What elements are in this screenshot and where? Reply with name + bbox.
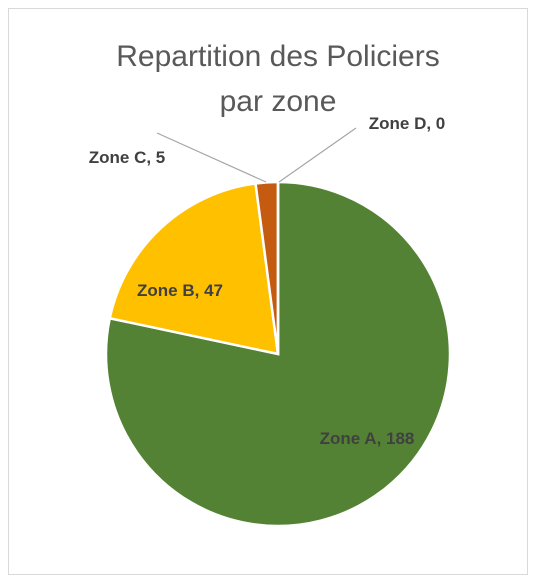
data-label: Zone C, 5 [88,148,166,167]
data-label: Zone B, 47 [137,281,223,300]
data-label: Zone D, 0 [368,114,446,133]
leader-line [278,127,357,183]
leader-line [156,132,267,183]
pie-slice [108,182,280,356]
data-label: Zone A, 188 [319,429,415,448]
chart-title: Repartition des Policiers par zone [116,40,439,118]
